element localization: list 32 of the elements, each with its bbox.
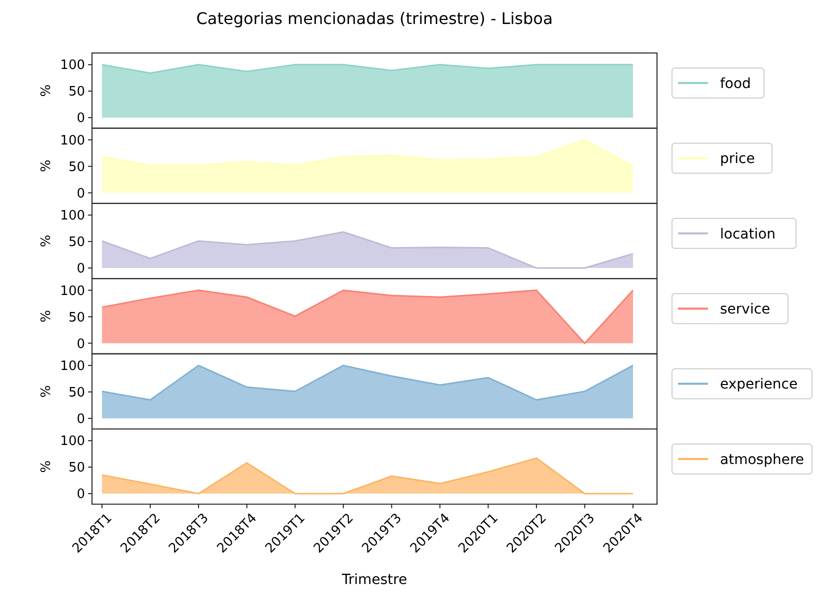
legend-label: experience bbox=[720, 376, 798, 393]
y-tick-label: 100 bbox=[60, 208, 85, 224]
y-tick-label: 50 bbox=[68, 385, 85, 400]
y-tick-label: 0 bbox=[76, 336, 85, 352]
y-axis-title: % bbox=[39, 385, 54, 398]
legend-label: food bbox=[720, 76, 751, 92]
y-axis-title: % bbox=[39, 460, 54, 473]
y-tick-label: 0 bbox=[76, 262, 85, 277]
legend-label: atmosphere bbox=[720, 452, 804, 468]
y-tick-label: 100 bbox=[60, 359, 85, 374]
x-axis-title: Trimestre bbox=[340, 572, 408, 588]
y-tick-label: 50 bbox=[68, 160, 85, 175]
y-tick-label: 100 bbox=[60, 58, 85, 74]
y-axis-title: % bbox=[39, 84, 54, 97]
legend-label: location bbox=[720, 226, 776, 242]
y-tick-label: 50 bbox=[68, 310, 85, 326]
y-tick-label: 50 bbox=[68, 235, 85, 250]
y-axis-title: % bbox=[39, 160, 54, 172]
y-tick-label: 0 bbox=[76, 186, 85, 202]
y-tick-label: 50 bbox=[68, 84, 85, 100]
y-tick-label: 50 bbox=[68, 460, 85, 476]
y-tick-label: 100 bbox=[60, 434, 85, 450]
y-tick-label: 0 bbox=[76, 111, 85, 126]
chart-title: Categorias mencionadas (trimestre) - Lisboa bbox=[196, 9, 553, 28]
y-tick-label: 0 bbox=[76, 412, 85, 427]
y-tick-label: 100 bbox=[60, 133, 85, 148]
y-axis-title: % bbox=[39, 234, 54, 248]
y-tick-label: 100 bbox=[60, 284, 85, 299]
legend-label: service bbox=[720, 302, 770, 318]
legend-label: price bbox=[720, 151, 755, 168]
y-axis-title: % bbox=[39, 310, 54, 322]
y-tick-label: 0 bbox=[76, 487, 85, 502]
